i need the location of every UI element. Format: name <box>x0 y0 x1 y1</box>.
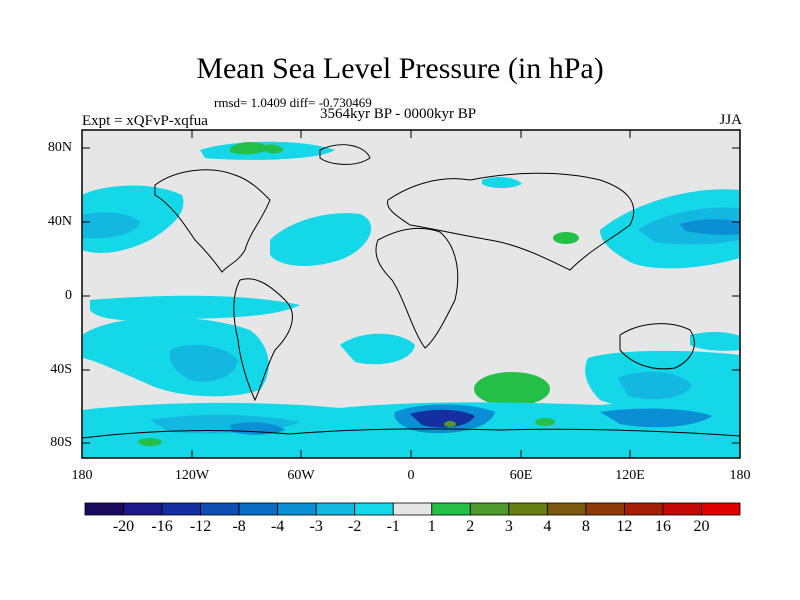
colorbar-swatch <box>123 502 163 516</box>
colorbar-swatch <box>392 502 433 516</box>
period-label: 3564kyr BP - 0000kyr BP <box>320 106 477 122</box>
colorbar-label: 8 <box>581 518 590 535</box>
lon-tick-120e: 120E <box>615 468 645 483</box>
colorbar-label: -2 <box>348 518 362 535</box>
atlantic-low <box>270 213 372 266</box>
season-label: JJA <box>719 112 742 128</box>
lon-tick-180w: 180 <box>71 468 93 483</box>
australia-low-mid <box>618 371 692 400</box>
siberia-low <box>482 176 522 189</box>
colorbar-label: 12 <box>616 518 633 535</box>
colorbar-label: -12 <box>189 518 212 535</box>
lon-tick-180e: 180 <box>729 468 751 483</box>
colorbar-swatch <box>585 502 625 516</box>
lon-tick-0: 0 <box>407 468 415 483</box>
colorbar-swatch <box>200 502 240 516</box>
axis-ticks <box>82 130 740 458</box>
colorbar-label: -16 <box>151 518 173 535</box>
lat-tick-40n: 40N <box>47 214 72 229</box>
colorbar-swatch <box>354 502 394 516</box>
greenland-coast <box>319 144 371 165</box>
lat-tick-40s: 40S <box>50 362 72 377</box>
colorbar-label: 4 <box>543 518 552 535</box>
south-atlantic-low <box>340 333 415 365</box>
asia-high <box>553 232 579 244</box>
greenland-high <box>230 142 270 155</box>
antarctica-coast <box>82 428 740 439</box>
pacific-west-low-core <box>82 212 140 239</box>
colorbar <box>84 502 741 516</box>
north-pacific-low-core <box>680 219 740 235</box>
lon-tick-60w: 60W <box>287 468 315 483</box>
colorbar-swatch <box>469 502 510 516</box>
colorbar-swatch <box>546 502 587 516</box>
colorbar-swatch <box>277 502 317 516</box>
indian-ocean-high <box>474 372 550 406</box>
colorbar-swatch <box>84 502 124 516</box>
colorbar-label: -4 <box>270 518 285 535</box>
colorbar-label: -1 <box>386 518 400 535</box>
colorbar-label: 1 <box>427 518 436 535</box>
tropical-pacific-low <box>90 295 300 321</box>
map-title: Mean Sea Level Pressure (in hPa) <box>196 52 604 85</box>
pressure-field <box>82 130 740 458</box>
north-america-coast <box>154 169 271 273</box>
colorbar-swatch <box>315 502 356 516</box>
antarctic-high <box>138 438 162 446</box>
south-pacific-low-core <box>169 344 238 382</box>
colorbar-swatch <box>431 502 471 516</box>
lat-tick-0: 0 <box>65 288 72 303</box>
lat-tick-80n: 80N <box>47 140 72 155</box>
colorbar-swatch <box>508 502 548 516</box>
africa-coast <box>375 227 459 349</box>
south-america-coast <box>233 278 293 402</box>
coastlines <box>82 144 740 439</box>
experiment-label: Expt = xQFvP-xqfua <box>82 113 208 129</box>
eurasia-coast <box>386 172 635 271</box>
colorbar-label: 20 <box>693 518 710 535</box>
colorbar-label: -3 <box>309 518 323 535</box>
southern-ocean-low-core <box>410 409 475 428</box>
lon-tick-60e: 60E <box>509 468 533 483</box>
colorbar-swatch <box>624 502 664 516</box>
colorbar-label: -8 <box>232 518 246 535</box>
colorbar-swatch <box>238 502 279 516</box>
colorbar-label: 3 <box>504 518 513 535</box>
colorbar-label: -20 <box>112 518 135 535</box>
colorbar-label: 16 <box>654 518 671 535</box>
southern-ocean-low <box>82 401 740 458</box>
colorbar-swatch <box>662 502 702 516</box>
colorbar-swatch <box>701 502 741 516</box>
lon-tick-120w: 120W <box>174 468 210 483</box>
lat-tick-80s: 80S <box>50 435 72 450</box>
colorbar-swatch <box>161 502 201 516</box>
colorbar-label: 2 <box>466 518 475 535</box>
australia-coast <box>619 323 695 370</box>
stats-label: rmsd= 1.0409 diff= -0.730469 <box>214 95 372 110</box>
